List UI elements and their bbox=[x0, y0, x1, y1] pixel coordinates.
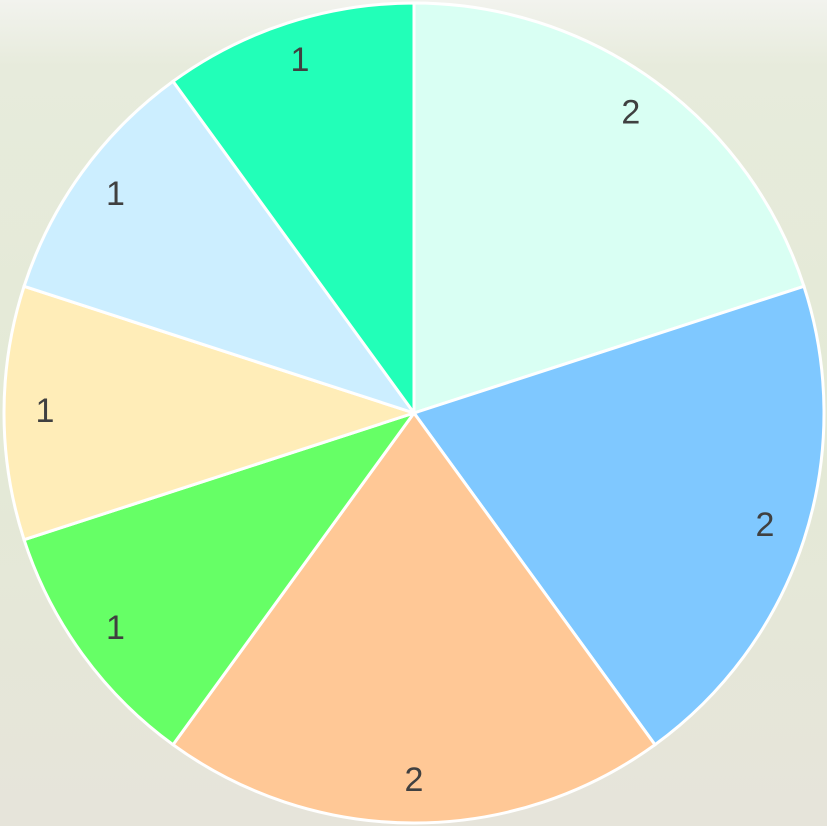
chart: 2 2 2 1 1 1 1 bbox=[0, 0, 827, 826]
pie: 2 2 2 1 1 1 1 bbox=[4, 3, 824, 823]
data-label: 1 bbox=[106, 609, 125, 647]
data-label: 2 bbox=[405, 761, 424, 799]
data-label: 1 bbox=[106, 175, 125, 213]
page: {"chart_data": {"type": "pie", "values":… bbox=[0, 0, 827, 826]
data-label: 2 bbox=[755, 506, 774, 544]
data-label: 2 bbox=[621, 93, 640, 131]
data-label: 1 bbox=[291, 41, 310, 79]
data-label: 1 bbox=[36, 392, 55, 430]
